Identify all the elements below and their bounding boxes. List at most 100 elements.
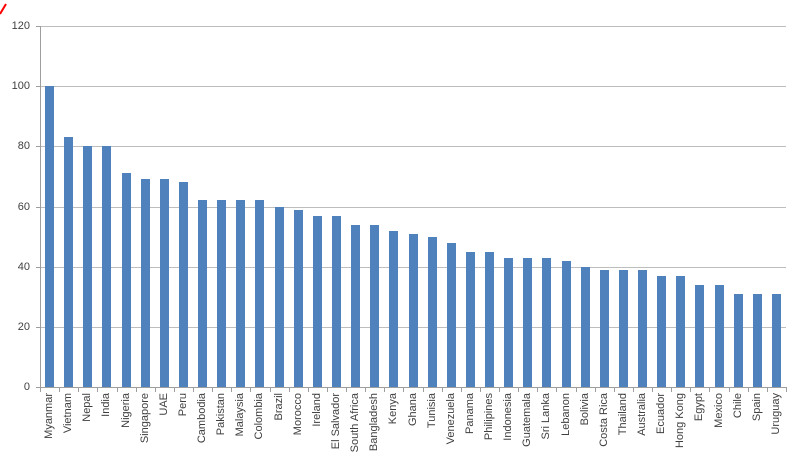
x-axis-label: Philipines	[483, 393, 495, 441]
y-gridline	[40, 26, 786, 27]
y-axis-label: 100	[11, 80, 30, 93]
y-axis-label: 20	[17, 320, 30, 333]
x-axis-tick	[556, 388, 558, 392]
bar-india	[102, 146, 112, 387]
x-axis-label: Ecuador	[655, 393, 668, 434]
x-axis-tick	[632, 388, 634, 392]
x-axis-tick	[135, 388, 137, 392]
bar-thailand	[618, 269, 628, 387]
x-axis-tick	[766, 388, 768, 392]
y-axis-tick	[36, 266, 40, 268]
bar-philipines	[485, 251, 494, 387]
x-axis-label: Malaysia	[234, 393, 247, 437]
x-axis-label: El Salvador	[329, 393, 342, 450]
x-axis-tick	[575, 388, 577, 392]
bar-costa-rica	[599, 269, 609, 387]
x-axis-label: Nepal	[81, 393, 94, 422]
x-axis-label: Peru	[176, 393, 189, 417]
x-axis-label: Venezuela	[444, 393, 457, 445]
bar-uae	[159, 179, 169, 387]
bar-brazil	[274, 206, 284, 387]
y-gridline	[40, 146, 786, 148]
x-axis-label: Guatemala	[521, 393, 534, 447]
x-axis-label: Thailand	[616, 393, 629, 436]
x-axis-label: Panama	[463, 393, 476, 434]
bar-morocco	[293, 209, 303, 387]
x-axis-label: Lebanon	[559, 393, 572, 436]
bar-colombia	[255, 200, 265, 387]
y-axis-label: 0	[23, 381, 30, 393]
x-axis-label: Ireland	[310, 393, 323, 427]
bar-uruguay	[771, 293, 781, 387]
bar-mexico	[714, 284, 724, 387]
x-axis-tick	[78, 388, 80, 392]
y-axis-tick	[36, 86, 40, 88]
bar-myanmar	[45, 86, 55, 387]
x-axis-label: Uruguay	[769, 393, 782, 435]
x-axis-label: Ghana	[406, 393, 419, 427]
x-axis-label: Mexico	[712, 393, 725, 428]
bar-nigeria	[121, 173, 131, 387]
x-axis-tick	[154, 388, 156, 392]
x-axis-tick	[518, 388, 520, 392]
x-axis-tick	[786, 388, 787, 392]
x-axis-tick	[499, 388, 501, 392]
x-axis-tick	[403, 388, 405, 392]
x-axis-label: India	[100, 393, 113, 417]
x-axis-label: Indonesia	[502, 393, 515, 441]
x-axis-tick	[40, 388, 41, 392]
bar-vietnam	[64, 137, 74, 387]
y-gridline	[40, 206, 786, 208]
x-axis-label: Sri Lanka	[540, 393, 553, 440]
bar-pakistan	[217, 200, 227, 387]
bar-south-africa	[351, 224, 361, 387]
y-axis-label: 40	[17, 260, 30, 273]
x-axis-tick	[231, 388, 233, 392]
bar-tunisia	[427, 236, 437, 387]
bar-sri-lanka	[542, 257, 552, 387]
x-axis-tick	[288, 388, 290, 392]
x-axis-label: Tunisia	[425, 393, 438, 429]
x-axis-label: Cambodia	[196, 393, 209, 444]
bar-bolivia	[580, 266, 590, 387]
bar-hong-kong	[676, 275, 686, 387]
x-axis-tick	[212, 388, 214, 392]
x-axis-label: Kenya	[387, 393, 400, 425]
bar-bangladesh	[370, 224, 380, 387]
x-axis-label: Myanmar	[43, 393, 56, 439]
x-axis-label: Chile	[731, 393, 744, 419]
bar-ecuador	[657, 275, 667, 387]
x-axis-tick	[173, 388, 175, 392]
y-axis-tick	[36, 26, 40, 27]
bar-nepal	[83, 146, 93, 387]
bar-ghana	[408, 233, 418, 387]
x-axis-tick	[479, 388, 481, 392]
x-axis-label: Singapore	[138, 393, 151, 444]
x-axis-tick	[747, 388, 749, 392]
x-axis-label: Bolivia	[578, 393, 591, 426]
y-gridline	[40, 86, 786, 88]
bar-el-salvador	[331, 215, 341, 387]
x-axis-tick	[269, 388, 271, 392]
bar-australia	[638, 269, 648, 387]
x-axis-label: Australia	[636, 393, 649, 436]
x-axis-line	[40, 387, 787, 388]
x-axis-tick	[728, 388, 730, 392]
x-axis-tick	[116, 388, 118, 392]
bar-cambodia	[198, 200, 208, 387]
x-axis-tick	[365, 388, 367, 392]
bar-kenya	[389, 230, 399, 387]
x-axis-tick	[690, 388, 692, 392]
x-axis-tick	[537, 388, 539, 392]
x-axis-tick	[193, 388, 195, 392]
x-axis-label: Hong Kong	[674, 393, 687, 449]
bar-chile	[733, 293, 743, 387]
x-axis-label: Colombia	[253, 393, 266, 440]
x-axis-label: Brazil	[272, 393, 285, 421]
x-axis-tick	[441, 388, 443, 392]
bar-panama	[465, 251, 475, 387]
y-axis-line	[40, 26, 41, 387]
x-axis-tick	[422, 388, 424, 392]
x-axis-tick	[307, 388, 309, 392]
